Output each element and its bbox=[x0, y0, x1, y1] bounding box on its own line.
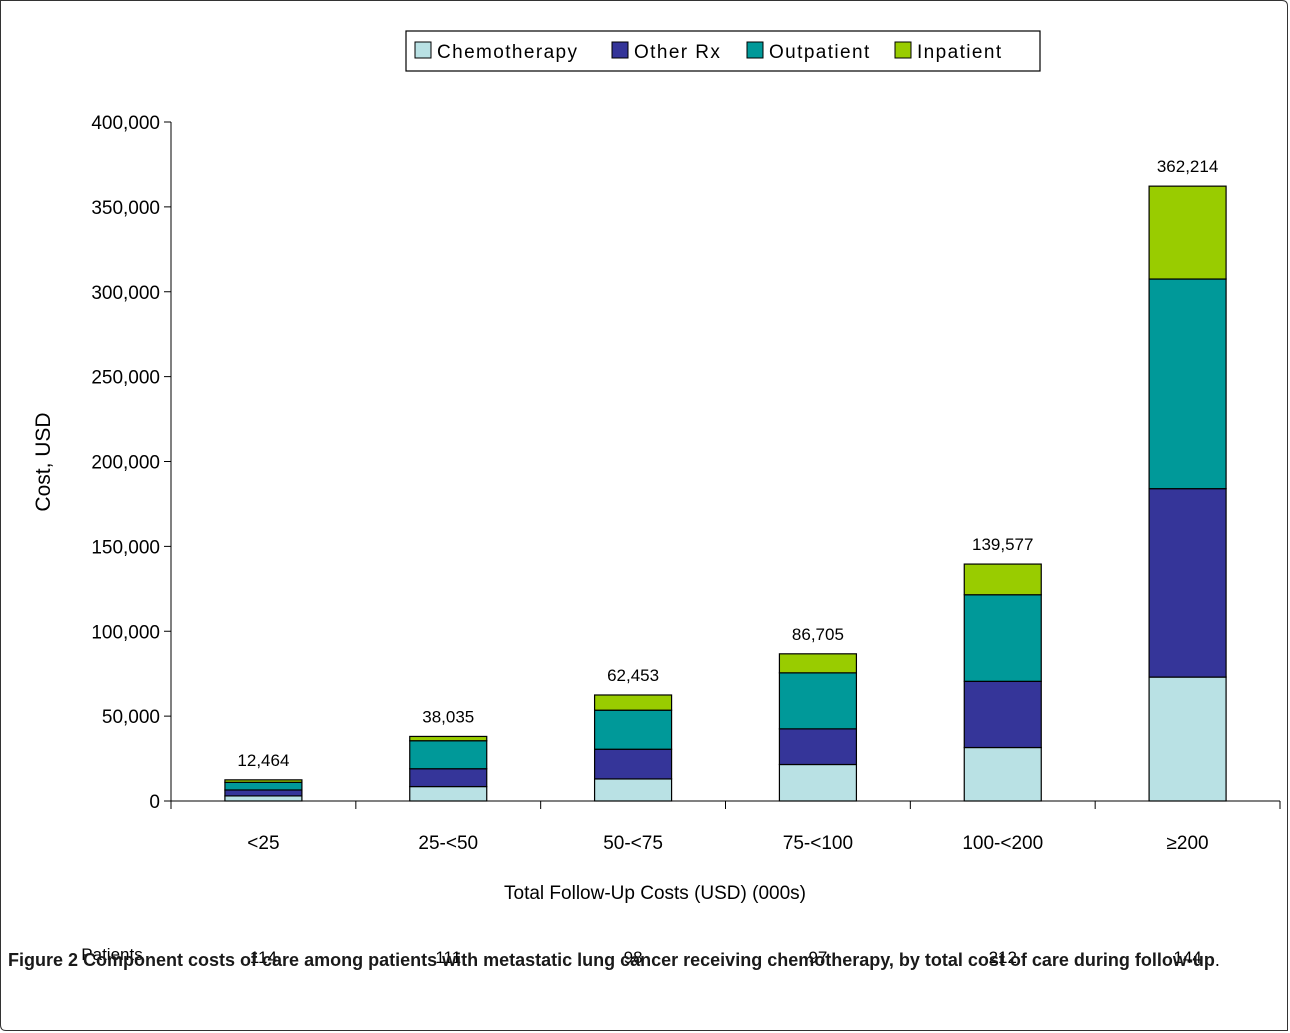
legend-label: Chemotherapy bbox=[437, 42, 578, 63]
patient-count: 97 bbox=[808, 948, 827, 967]
bar-segment-other-rx bbox=[963, 680, 1042, 749]
x-tick-label: 50-<75 bbox=[603, 833, 663, 854]
bar-segment-other-rx bbox=[409, 768, 488, 788]
x-axis-label: Total Follow-Up Costs (USD) (000s) bbox=[504, 883, 806, 904]
bar-segment-inpatient bbox=[963, 563, 1042, 596]
bar-segment-other-rx bbox=[224, 789, 303, 797]
bar-segment-outpatient bbox=[409, 740, 488, 770]
bar-segment-inpatient bbox=[1148, 185, 1227, 280]
bar-total-label: 86,705 bbox=[792, 625, 844, 644]
patients-row-label: Patients bbox=[81, 945, 142, 964]
bar-total-label: 139,577 bbox=[972, 535, 1033, 554]
bar-total-label: 12,464 bbox=[237, 751, 289, 770]
legend-box bbox=[405, 30, 1041, 72]
bar-segment-outpatient bbox=[778, 672, 858, 730]
bar-segment-other-rx bbox=[778, 728, 858, 766]
legend-label: Other Rx bbox=[634, 42, 721, 63]
bar-segment-inpatient bbox=[409, 735, 488, 742]
bar-segment-outpatient bbox=[593, 709, 673, 750]
x-tick-label: 25-<50 bbox=[418, 833, 478, 854]
bar-segment-inpatient bbox=[224, 779, 303, 783]
bar-total-label: 62,453 bbox=[607, 666, 659, 685]
patient-count: 98 bbox=[624, 948, 643, 967]
bar-segment-chemotherapy bbox=[963, 746, 1042, 802]
legend: Chemotherapy Other Rx Outpatient Inpatient bbox=[405, 30, 1041, 72]
bar-total-label: 38,035 bbox=[422, 707, 474, 726]
plot-area: 0 50,000 100,000 150,000 200,000 250,000 300,0… bbox=[91, 113, 1281, 967]
figure-number: Figure 2 bbox=[8, 950, 79, 970]
y-tick-label: 250,000 bbox=[91, 368, 160, 389]
bar-segment-chemotherapy bbox=[593, 778, 673, 802]
figure-caption-end: . bbox=[1214, 950, 1220, 970]
legend-swatch-chemotherapy bbox=[414, 41, 432, 59]
y-tick-label: 350,000 bbox=[91, 198, 160, 219]
y-tick-label: 200,000 bbox=[91, 453, 160, 474]
bar-segment-other-rx bbox=[1148, 488, 1227, 678]
y-tick-label: 50,000 bbox=[102, 707, 160, 728]
y-axis-label: Cost, USD bbox=[32, 412, 55, 511]
y-tick-label: 400,000 bbox=[91, 113, 160, 134]
bar-segment-other-rx bbox=[593, 748, 673, 780]
bar-segment-chemotherapy bbox=[1148, 676, 1227, 802]
x-tick-label: ≥200 bbox=[1167, 833, 1209, 854]
x-tick-label: <25 bbox=[247, 833, 279, 854]
legend-swatch-outpatient bbox=[746, 41, 764, 59]
bar-segment-outpatient bbox=[1148, 278, 1227, 490]
x-tick-label: 100-<200 bbox=[962, 833, 1043, 854]
figure-title: Component costs of care among patients w… bbox=[83, 950, 1215, 970]
legend-swatch-inpatient bbox=[894, 41, 912, 59]
y-tick-label: 150,000 bbox=[91, 537, 160, 558]
patient-count: 212 bbox=[989, 948, 1017, 967]
legend-swatch-other-rx bbox=[611, 41, 629, 59]
patient-count: 144 bbox=[1173, 948, 1201, 967]
bar-segment-outpatient bbox=[224, 781, 303, 791]
patient-count: 114 bbox=[250, 948, 277, 967]
bar-segment-chemotherapy bbox=[224, 795, 303, 802]
bar-segment-outpatient bbox=[963, 594, 1042, 682]
figure-caption: Figure 2 Component costs of care among p… bbox=[8, 946, 1280, 974]
bar-segment-chemotherapy bbox=[409, 785, 488, 802]
legend-label: Inpatient bbox=[917, 42, 1003, 63]
bar-total-label: 362,214 bbox=[1157, 157, 1218, 176]
y-tick-label: 300,000 bbox=[91, 283, 160, 304]
patient-count: 111 bbox=[435, 948, 461, 967]
x-tick-label: 75-<100 bbox=[783, 833, 853, 854]
bar-segment-chemotherapy bbox=[778, 763, 858, 802]
legend-label: Outpatient bbox=[769, 42, 871, 63]
bar-segment-inpatient bbox=[778, 653, 858, 674]
bar-segment-inpatient bbox=[593, 694, 673, 711]
y-tick-label: 0 bbox=[149, 792, 160, 813]
y-tick-label: 100,000 bbox=[91, 622, 160, 643]
